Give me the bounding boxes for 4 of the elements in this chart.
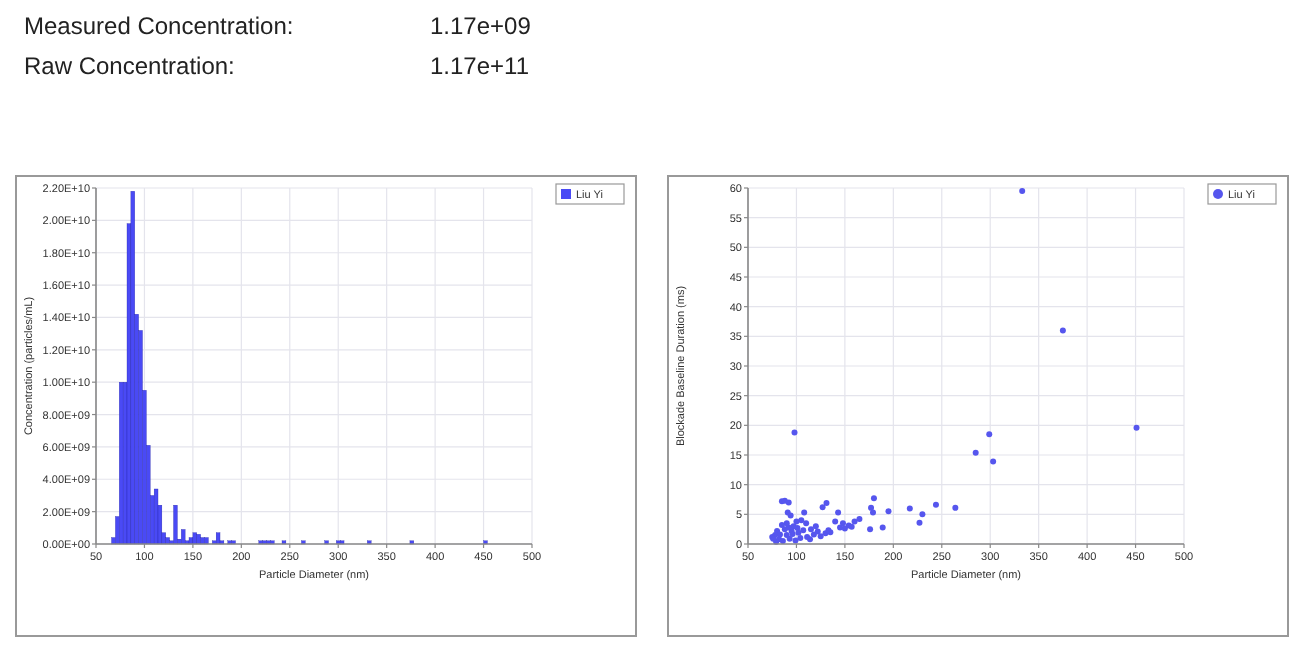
text: 1.17e+11: [430, 52, 530, 80]
text: Raw Concentration:: [24, 52, 235, 80]
text: Measured Concentration:: [24, 12, 294, 40]
text: 1.17e+09: [430, 12, 532, 40]
